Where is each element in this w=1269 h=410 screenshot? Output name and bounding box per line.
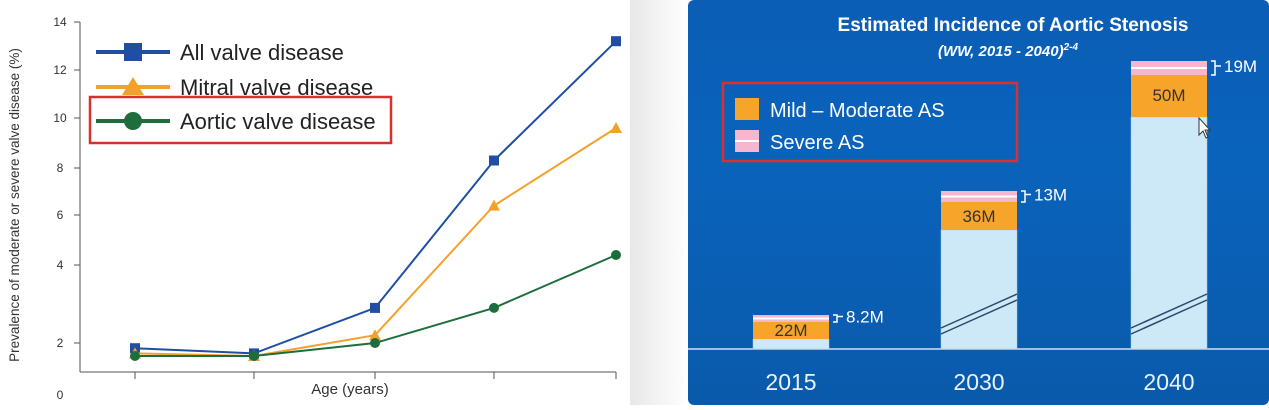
x-tick-label: 2015 bbox=[765, 369, 816, 395]
y-tick-label: 10 bbox=[53, 111, 67, 125]
y-tick-label: 6 bbox=[57, 208, 64, 222]
y-axis-label: Prevalence of moderate or severe valve d… bbox=[7, 48, 22, 362]
legend-highlight-box bbox=[88, 95, 393, 145]
panel-separator bbox=[630, 0, 690, 405]
data-point bbox=[130, 351, 140, 361]
line-chart: 0 2 4 6 8 10 12 14 Age (years) Prevalence of mode… bbox=[7, 15, 622, 402]
legend-label: Mild – Moderate AS bbox=[770, 100, 945, 122]
legend-marker bbox=[124, 43, 142, 61]
data-point bbox=[611, 36, 621, 47]
y-tick-label: 14 bbox=[53, 15, 67, 29]
bar-chart-panel: Estimated Incidence of Aortic Stenosis (W… bbox=[688, 0, 1269, 405]
bar-label-severe: 13M bbox=[1034, 186, 1067, 205]
line-chart-panel: 0 2 4 6 8 10 12 14 Age (years) Prevalence of mode… bbox=[0, 0, 640, 405]
y-tick-label: 12 bbox=[53, 63, 67, 77]
y-tick-label: 2 bbox=[57, 336, 64, 350]
legend-label: Severe AS bbox=[770, 132, 865, 154]
data-point bbox=[369, 329, 381, 341]
y-tick-label: 8 bbox=[57, 161, 64, 175]
series-line-2 bbox=[134, 127, 617, 358]
legend-label: Aortic valve disease bbox=[180, 109, 376, 134]
bar-label-severe: 19M bbox=[1224, 57, 1257, 76]
legend-swatch-mild-moderate bbox=[735, 98, 759, 120]
bar-segment-mild-moderate bbox=[753, 322, 829, 339]
bar-segment-mild-moderate bbox=[1131, 75, 1207, 117]
bar-base-2015 bbox=[752, 338, 830, 350]
x-tick-label: 2030 bbox=[953, 369, 1004, 395]
bar-label-mild-moderate: 50M bbox=[1152, 86, 1185, 105]
axis-break-line bbox=[940, 299, 1018, 335]
chart-title: Estimated Incidence of Aortic Stenosis bbox=[838, 15, 1189, 36]
bar-label-mild-moderate: 22M bbox=[774, 321, 807, 340]
y-tick-label: 4 bbox=[57, 258, 64, 272]
x-axis-label: Age (years) bbox=[311, 381, 389, 398]
data-point bbox=[370, 338, 380, 348]
x-tick-label: 2040 bbox=[1143, 369, 1194, 395]
data-point bbox=[249, 351, 259, 361]
axis-break-line bbox=[1130, 299, 1208, 335]
data-point bbox=[370, 302, 380, 313]
mouse-cursor-icon bbox=[1198, 116, 1212, 139]
data-point bbox=[489, 155, 499, 166]
severe-label-connector bbox=[1211, 60, 1221, 76]
bar-base-2030 bbox=[940, 229, 1018, 350]
y-tick-label: 0 bbox=[57, 388, 64, 402]
bar-label-mild-moderate: 36M bbox=[962, 207, 995, 226]
data-point bbox=[611, 250, 621, 260]
chart-subtitle: (WW, 2015 - 2040)2-4 bbox=[938, 42, 1079, 60]
chart-subtitle-superscript: 2-4 bbox=[1063, 42, 1079, 53]
bar-label-severe: 8.2M bbox=[846, 308, 884, 327]
legend-highlight-box bbox=[721, 81, 1019, 163]
bar-base-2040 bbox=[1130, 116, 1208, 350]
data-point bbox=[488, 199, 500, 211]
severe-label-connector bbox=[1021, 190, 1031, 203]
legend-label: All valve disease bbox=[180, 40, 344, 65]
legend-marker bbox=[122, 77, 144, 95]
axis-break-line bbox=[940, 293, 1018, 329]
legend-marker bbox=[124, 112, 142, 130]
data-point bbox=[610, 122, 622, 133]
bar-segment-mild-moderate bbox=[941, 202, 1017, 230]
bar-chart: Estimated Incidence of Aortic Stenosis (W… bbox=[688, 15, 1269, 395]
axis-break-line bbox=[1130, 293, 1208, 329]
severe-label-connector bbox=[833, 314, 843, 323]
data-point bbox=[489, 302, 499, 313]
